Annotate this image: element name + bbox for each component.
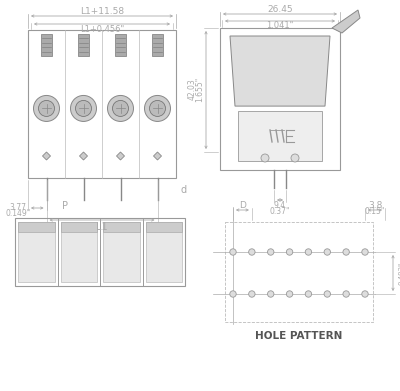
Circle shape	[112, 100, 128, 117]
Text: HOLE PATTERN: HOLE PATTERN	[255, 331, 343, 341]
Circle shape	[305, 291, 312, 297]
Circle shape	[362, 249, 368, 255]
Circle shape	[286, 291, 293, 297]
Bar	[146, 222, 182, 232]
Text: P: P	[62, 201, 68, 211]
Text: 1.655": 1.655"	[196, 76, 204, 102]
Text: 3.8: 3.8	[368, 201, 382, 210]
Bar	[78, 34, 89, 56]
Text: 1.041": 1.041"	[266, 22, 294, 30]
Bar	[220, 28, 340, 170]
Text: 0.149": 0.149"	[5, 210, 31, 219]
Bar	[103, 222, 140, 282]
Circle shape	[70, 95, 96, 122]
Text: L1: L1	[96, 222, 108, 232]
Text: 26.45: 26.45	[267, 5, 293, 14]
Circle shape	[324, 249, 330, 255]
Circle shape	[144, 95, 170, 122]
Circle shape	[268, 291, 274, 297]
Circle shape	[249, 291, 255, 297]
Circle shape	[268, 249, 274, 255]
Text: 0.15": 0.15"	[365, 206, 385, 215]
Bar	[28, 30, 176, 178]
Bar	[115, 34, 126, 56]
Bar	[41, 34, 52, 56]
Circle shape	[324, 291, 330, 297]
Circle shape	[362, 291, 368, 297]
Circle shape	[150, 100, 166, 117]
Text: 0.492": 0.492"	[398, 262, 400, 285]
Circle shape	[249, 249, 255, 255]
Bar	[15, 218, 185, 286]
Text: L1+0.456": L1+0.456"	[80, 25, 124, 34]
Circle shape	[343, 249, 349, 255]
Circle shape	[343, 291, 349, 297]
Bar	[60, 222, 97, 232]
Text: 3.77: 3.77	[10, 203, 26, 212]
Text: 42.03: 42.03	[188, 78, 196, 100]
Polygon shape	[116, 152, 124, 160]
Bar	[60, 222, 97, 282]
Bar	[18, 222, 54, 282]
Circle shape	[34, 95, 60, 122]
Circle shape	[261, 154, 269, 162]
Bar	[146, 222, 182, 282]
Text: 9.4: 9.4	[274, 201, 286, 210]
Bar	[225, 222, 373, 322]
Circle shape	[291, 154, 299, 162]
Polygon shape	[42, 152, 50, 160]
Bar	[18, 222, 54, 232]
Circle shape	[230, 249, 236, 255]
Polygon shape	[154, 152, 162, 160]
Text: 0.37": 0.37"	[270, 206, 290, 215]
Circle shape	[76, 100, 92, 117]
Circle shape	[38, 100, 54, 117]
Polygon shape	[230, 36, 330, 106]
Bar	[152, 34, 163, 56]
Circle shape	[108, 95, 134, 122]
Bar	[238, 111, 322, 161]
Text: L1+11.58: L1+11.58	[80, 7, 124, 16]
Text: D: D	[239, 201, 246, 210]
Circle shape	[286, 249, 293, 255]
Circle shape	[305, 249, 312, 255]
Bar	[103, 222, 140, 232]
Polygon shape	[80, 152, 88, 160]
Circle shape	[230, 291, 236, 297]
Polygon shape	[332, 10, 360, 33]
Text: d: d	[181, 185, 187, 195]
